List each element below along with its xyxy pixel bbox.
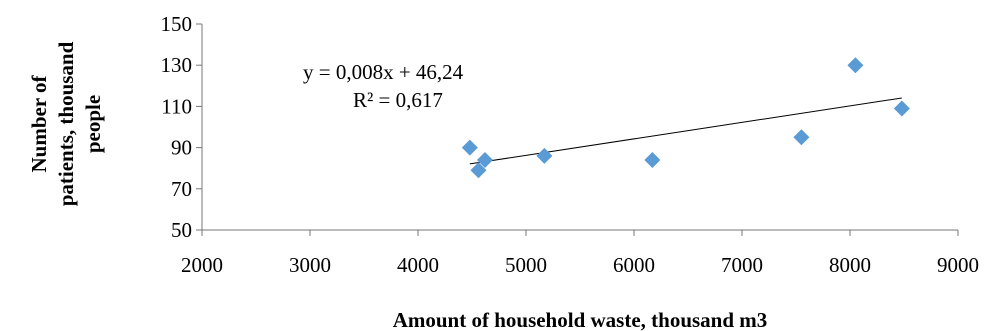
data-point [793, 129, 810, 146]
y-axis-title-line: patients, thousand [54, 41, 78, 206]
y-tick-label: 110 [161, 94, 192, 118]
x-axis-title: Amount of household waste, thousand m3 [393, 308, 768, 331]
y-tick-label: 50 [171, 218, 192, 242]
y-axis-title-line: people [81, 95, 105, 153]
x-tick-label: 4000 [397, 253, 439, 277]
data-point [536, 147, 553, 164]
x-tick-label: 9000 [937, 253, 979, 277]
x-tick-label: 5000 [505, 253, 547, 277]
y-axis-title-line: Number of [27, 74, 51, 172]
x-tick-label: 7000 [721, 253, 763, 277]
data-point [893, 100, 910, 117]
plot-area: 50 70 90 110 130 150 2000 3000 4000 5000 6000 7000 8… [161, 12, 980, 277]
x-tick-label: 3000 [289, 253, 331, 277]
trendline [469, 97, 902, 165]
data-point [476, 151, 493, 168]
data-point [461, 139, 478, 156]
y-tick-label: 90 [171, 136, 192, 160]
data-point [644, 151, 661, 168]
x-tick-label: 8000 [829, 253, 871, 277]
data-point [470, 162, 487, 179]
y-tick-label: 150 [161, 12, 193, 36]
x-tick-label: 6000 [613, 253, 655, 277]
y-axis-title: Number of patients, thousand people [27, 41, 105, 206]
y-tick-label: 70 [171, 177, 192, 201]
y-tick-label: 130 [161, 53, 193, 77]
trendline-equation: y = 0,008x + 46,24 [303, 60, 464, 84]
trendline-r-squared: R² = 0,617 [353, 88, 443, 112]
x-tick-label: 2000 [181, 253, 223, 277]
data-point [847, 57, 864, 74]
y-axis-title-group: Number of patients, thousand people [27, 41, 105, 206]
